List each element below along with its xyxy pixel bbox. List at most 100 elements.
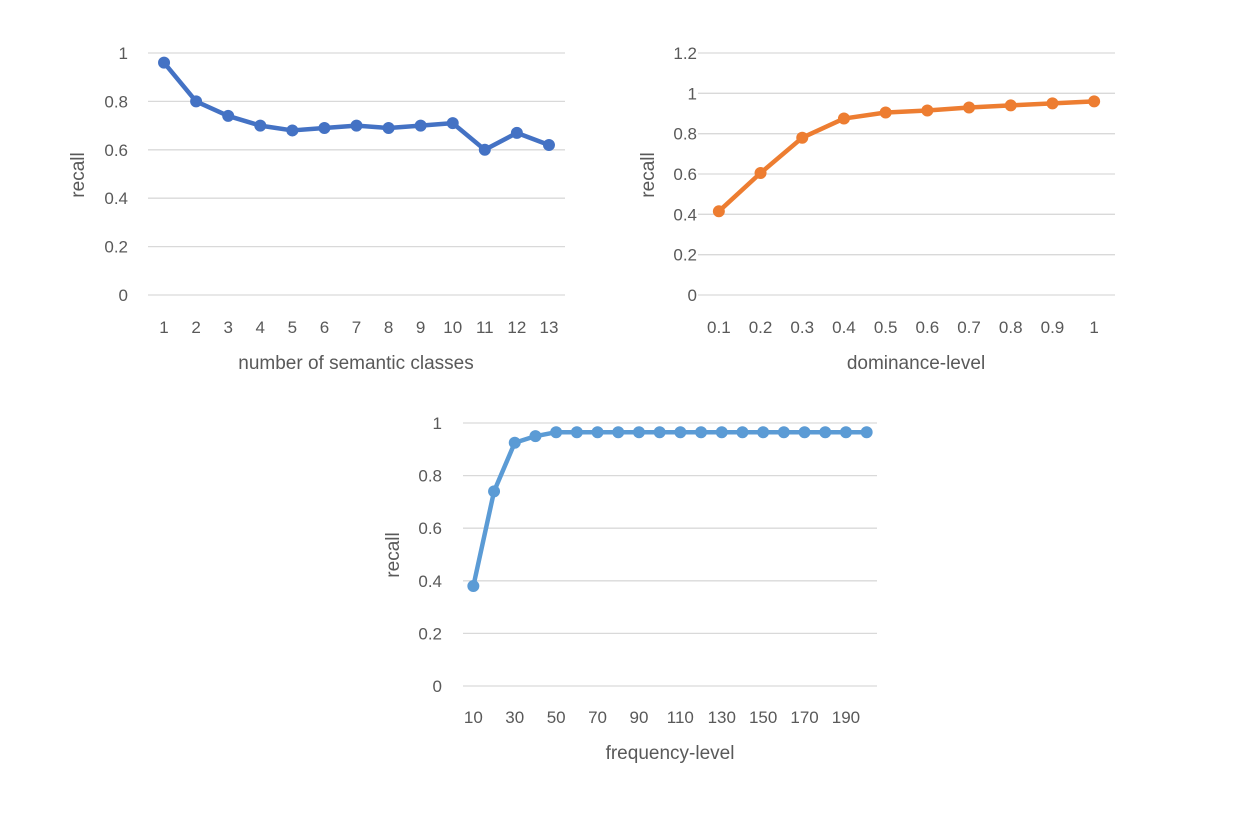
series-line [716,99,1097,214]
x-tick-label: 0.1 [707,318,731,337]
data-point [508,436,521,449]
x-tick-label: 0.8 [999,318,1023,337]
x-tick-label: 11 [476,318,494,337]
data-point [254,119,267,132]
data-point [1088,95,1101,108]
data-point [879,106,892,119]
data-point [510,126,523,139]
y-tick-label: 1 [119,44,128,63]
data-point [570,426,583,439]
x-tick-label: 0.6 [916,318,940,337]
x-tick-label: 4 [256,318,265,337]
x-tick-label: 13 [540,318,559,337]
x-axis-label: frequency-level [606,743,735,764]
data-point [712,205,725,218]
x-tick-label: 9 [416,318,425,337]
x-tick-label: 70 [588,708,607,727]
data-point [591,426,604,439]
x-tick-label: 90 [629,708,648,727]
data-point [796,131,809,144]
series-line [471,429,869,589]
y-axis-label: recall [383,532,404,577]
x-tick-label: 110 [667,708,694,727]
x-tick-label: 7 [352,318,361,337]
x-tick-label: 0.3 [790,318,814,337]
x-tick-label: 1 [159,318,168,337]
x-tick-label: 6 [320,318,329,337]
x-tick-label: 0.5 [874,318,898,337]
y-tick-label: 0.2 [673,246,697,265]
data-point [860,426,873,439]
data-point [653,426,666,439]
data-point [839,426,852,439]
x-tick-label: 190 [832,708,860,727]
y-tick-label: 0.8 [418,467,442,486]
data-point [963,101,976,114]
x-tick-label: 10 [464,708,483,727]
x-axis-label: number of semantic classes [238,353,474,374]
y-tick-label: 0.4 [104,189,128,208]
y-tick-label: 0.4 [673,205,697,224]
data-point [529,430,542,443]
data-point [222,109,235,122]
x-tick-label: 3 [223,318,232,337]
x-tick-label: 0.9 [1041,318,1065,337]
x-tick-label: 8 [384,318,393,337]
x-tick-label: 170 [790,708,818,727]
data-point [837,112,850,125]
y-tick-label: 0 [688,286,697,305]
y-tick-label: 0 [433,677,442,696]
x-tick-label: 0.2 [749,318,773,337]
data-point [318,122,331,135]
data-point [350,119,363,132]
x-tick-label: 30 [505,708,524,727]
x-tick-label: 150 [749,708,777,727]
data-point [550,426,563,439]
data-point [446,117,459,130]
x-tick-label: 0.4 [832,318,856,337]
data-point [921,104,934,117]
data-point [674,426,687,439]
data-point [754,166,767,179]
y-tick-label: 1 [433,414,442,433]
y-tick-label: 0 [119,286,128,305]
x-tick-label: 50 [547,708,566,727]
y-tick-label: 0.6 [104,141,128,160]
x-axis-label: dominance-level [847,353,985,374]
data-point [715,426,728,439]
y-tick-label: 0.2 [104,238,128,257]
data-point [736,426,749,439]
chart-2: 0 0.2 0.4 0.6 0.8 1 1.2 0.1 0.2 0.3 0.4 0.5 0.6 0.7 0.… [638,44,1115,374]
y-axis-label: recall [638,152,659,197]
data-point [798,426,811,439]
y-tick-label: 0.4 [418,572,442,591]
data-point [1046,97,1059,110]
series-line [161,60,552,153]
data-point [488,485,501,498]
data-point [382,122,395,135]
x-tick-label: 12 [507,318,526,337]
y-tick-label: 1.2 [673,44,697,63]
data-point [757,426,770,439]
data-point [612,426,625,439]
data-point [286,124,299,137]
data-point [158,56,171,69]
x-tick-label: 2 [191,318,200,337]
data-point [632,426,645,439]
y-tick-label: 0.6 [418,519,442,538]
x-tick-label: 0.7 [957,318,981,337]
x-tick-label: 10 [443,318,462,337]
y-axis-label: recall [68,152,89,197]
y-tick-label: 0.8 [673,125,697,144]
data-point [777,426,790,439]
x-tick-label: 1 [1089,318,1098,337]
x-tick-label: 130 [708,708,736,727]
data-point [695,426,708,439]
data-point [819,426,832,439]
data-point [467,580,480,593]
data-point [1004,99,1017,112]
y-tick-label: 0.6 [673,165,697,184]
y-tick-label: 1 [688,84,697,103]
